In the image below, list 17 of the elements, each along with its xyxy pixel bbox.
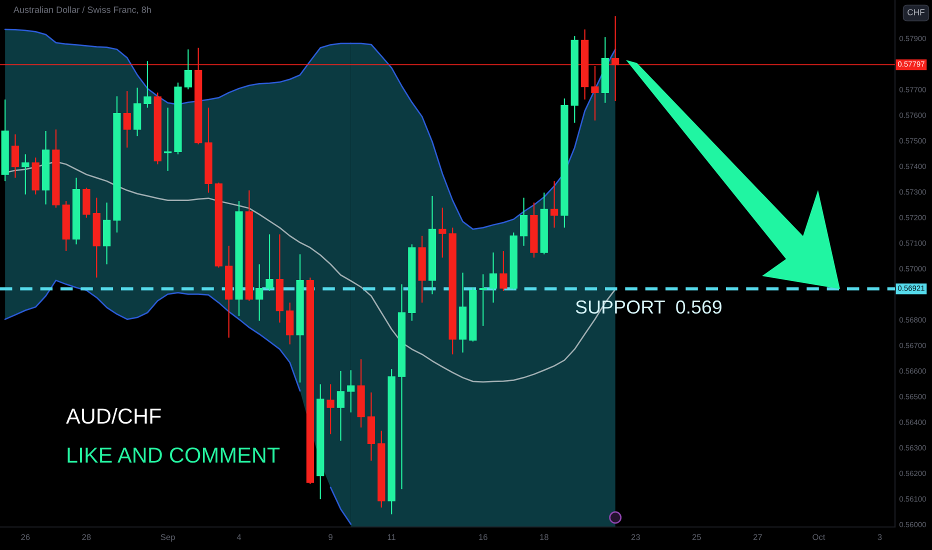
x-tick-label: 27 bbox=[753, 534, 762, 540]
x-tick-label: 26 bbox=[21, 534, 30, 540]
x-tick-label: 9 bbox=[328, 534, 332, 540]
x-tick-label: 25 bbox=[692, 534, 701, 540]
annotation: LIKE AND COMMENT bbox=[68, 448, 280, 463]
x-tick-label: 3 bbox=[878, 534, 882, 540]
x-tick-label: 23 bbox=[631, 534, 640, 540]
y-axis-title: CHF bbox=[908, 9, 925, 16]
x-tick-label: 28 bbox=[82, 534, 91, 540]
text: Australian Dollar / Swiss Franc, 8h bbox=[13, 6, 151, 14]
x-tick-label: 11 bbox=[388, 534, 396, 540]
annotation: AUD/CHF bbox=[66, 408, 161, 424]
x-tick-label: Oct bbox=[812, 534, 826, 540]
x-tick-label: 16 bbox=[479, 534, 488, 540]
x-tick-label: 18 bbox=[540, 534, 548, 540]
x-tick-label: 4 bbox=[236, 534, 242, 540]
x-tick-label: Sep bbox=[160, 534, 175, 542]
